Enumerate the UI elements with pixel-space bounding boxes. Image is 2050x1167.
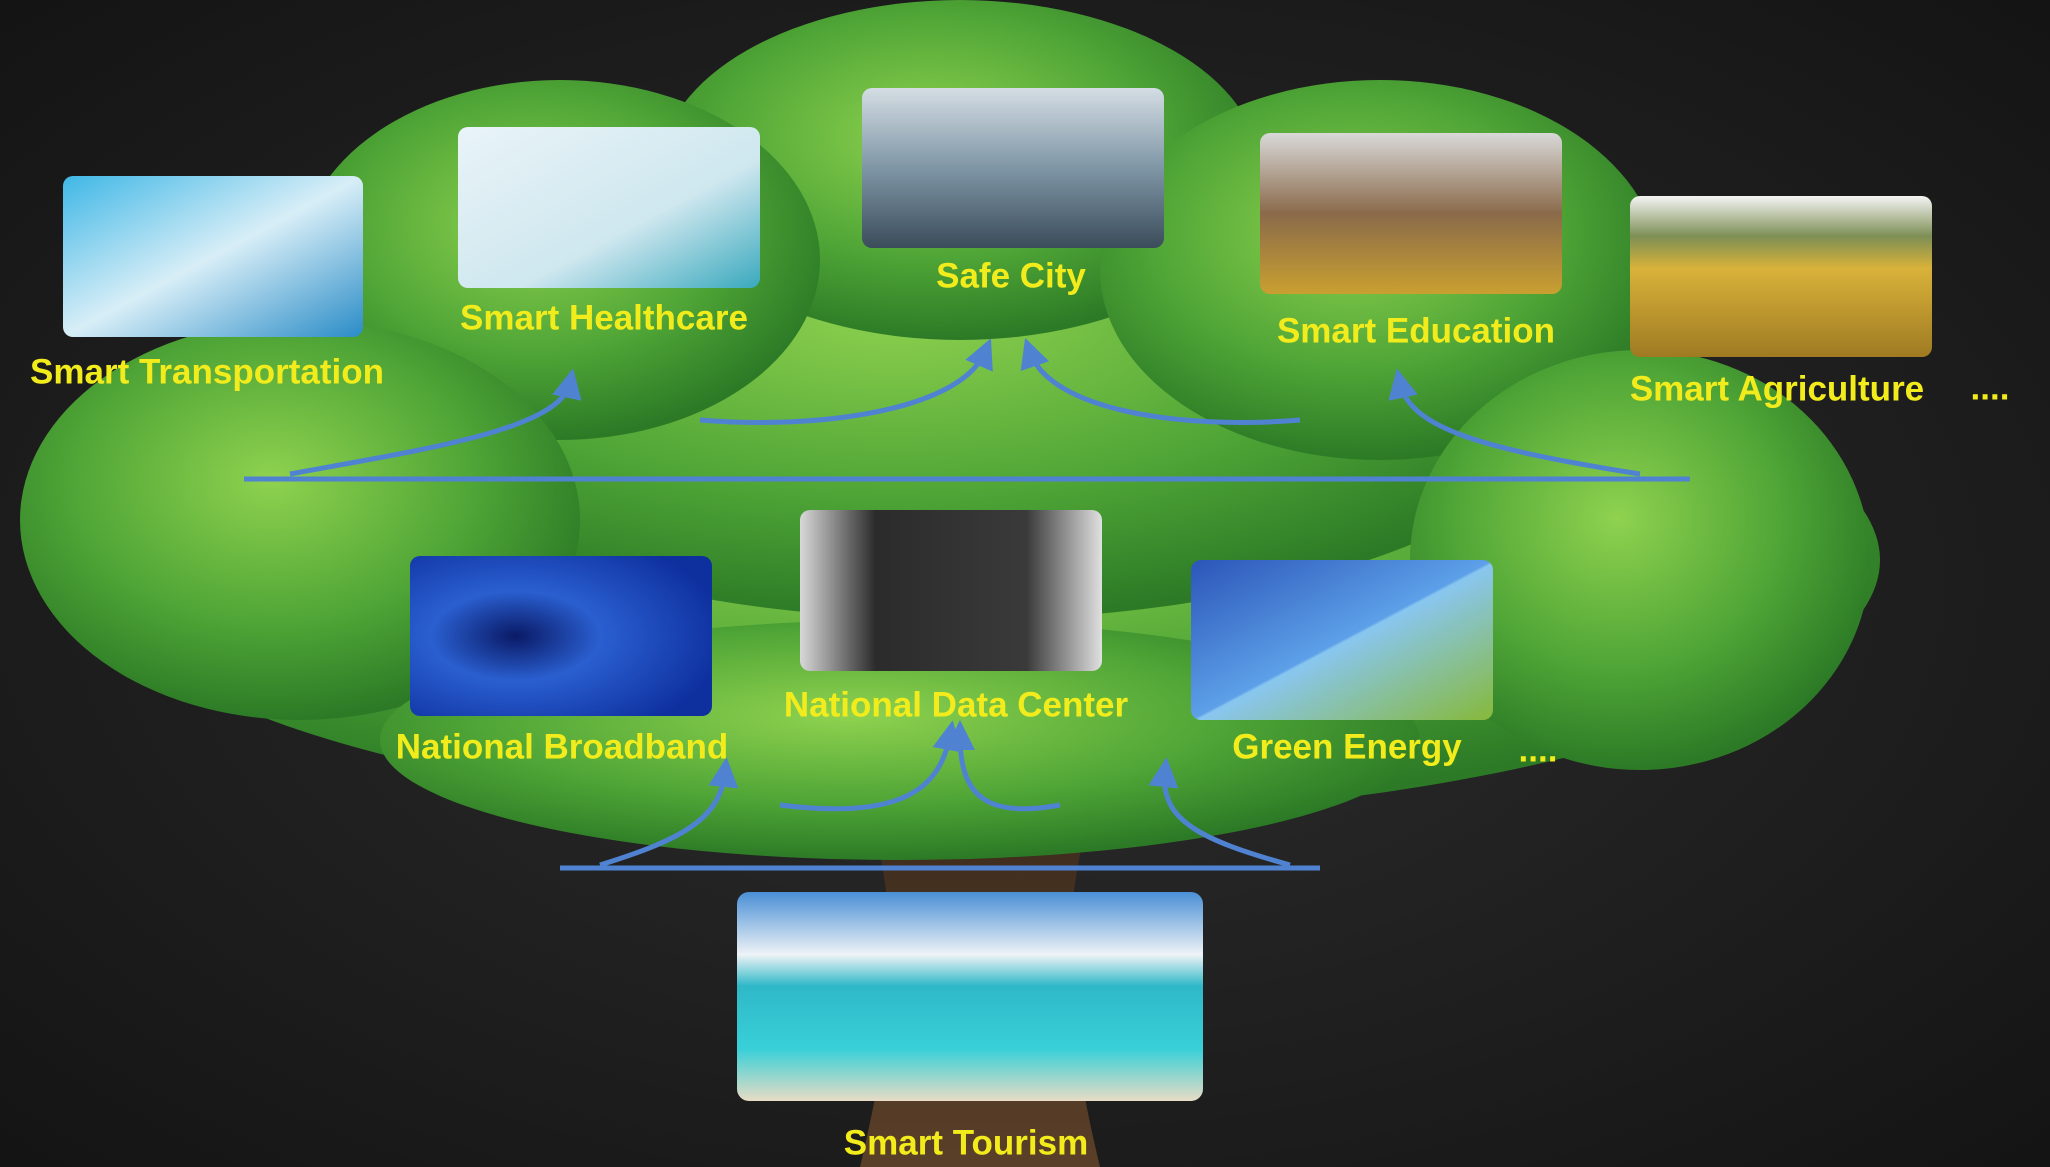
- node-label: Safe City: [936, 256, 1086, 295]
- arrow: [945, 720, 1061, 812]
- node-label: National Data Center: [784, 685, 1129, 724]
- arrow: [699, 338, 993, 425]
- arrow: [779, 720, 963, 812]
- node-label: Smart Tourism: [844, 1123, 1088, 1162]
- photo-broadband: [410, 556, 712, 716]
- photo-green-energy: [1191, 560, 1493, 720]
- photo-data-center: [800, 510, 1102, 671]
- arrow: [1020, 337, 1301, 425]
- node-label: Green Energy: [1232, 727, 1462, 766]
- photo-safe-city: [862, 88, 1164, 248]
- photo-agriculture: [1630, 196, 1932, 357]
- arrow: [1388, 368, 1641, 477]
- photos: [63, 88, 1932, 1101]
- photo-healthcare: [458, 127, 760, 288]
- more-indicator: ....: [1519, 730, 1558, 769]
- photo-transportation: [63, 176, 363, 337]
- photo-education: [1260, 133, 1562, 294]
- node-label: National Broadband: [396, 727, 729, 766]
- node-label: Smart Education: [1277, 311, 1555, 350]
- node-label: Smart Healthcare: [460, 298, 748, 337]
- arrow: [599, 757, 739, 868]
- photo-tourism: [737, 892, 1203, 1101]
- more-indicator: ....: [1971, 368, 2010, 407]
- arrows: [244, 337, 1690, 871]
- arrow: [289, 368, 582, 477]
- node-label: Smart Transportation: [30, 352, 384, 391]
- arrow: [1148, 757, 1291, 868]
- node-label: Smart Agriculture: [1630, 369, 1924, 408]
